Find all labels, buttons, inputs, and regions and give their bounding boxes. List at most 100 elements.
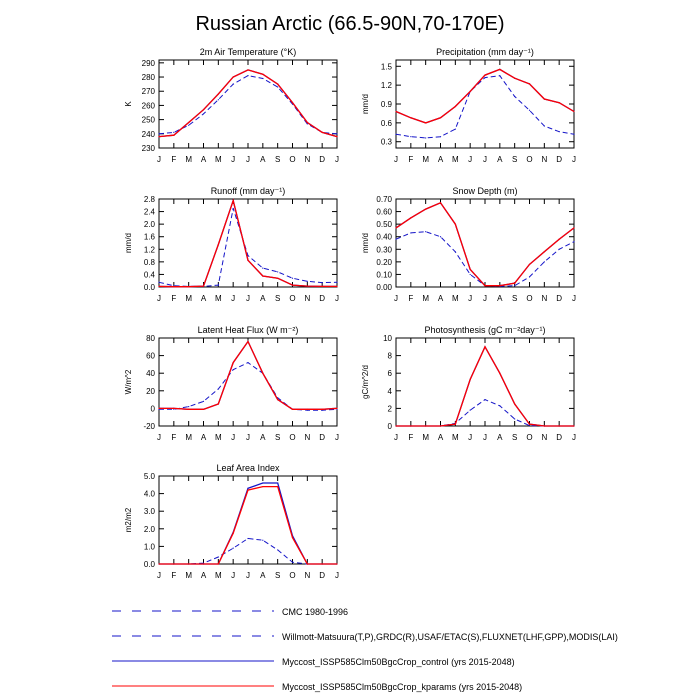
x-tick-label: J bbox=[157, 155, 161, 164]
data-point-kparams bbox=[173, 286, 175, 288]
y-tick-label: 2.0 bbox=[144, 220, 156, 229]
x-tick-label: A bbox=[201, 433, 207, 442]
y-tick-label: 5.0 bbox=[144, 472, 156, 481]
y-tick-label: 230 bbox=[142, 144, 156, 153]
data-point-kparams bbox=[573, 425, 575, 427]
data-point-kparams bbox=[158, 563, 160, 565]
y-tick-label: 0.0 bbox=[144, 560, 156, 569]
data-point-kparams bbox=[469, 378, 471, 380]
chart-panel-3: Runoff (mm day⁻¹) 0.0 0.4 0.8 1.2 1.6 2.0 2.4 2.… bbox=[124, 186, 339, 303]
x-tick-label: J bbox=[483, 433, 487, 442]
x-tick-label: F bbox=[408, 433, 413, 442]
data-point-kparams bbox=[277, 485, 279, 488]
y-tick-label: 6 bbox=[388, 369, 393, 378]
data-point-kparams bbox=[306, 563, 308, 565]
y-tick-label: 0.60 bbox=[376, 208, 392, 217]
x-tick-label: J bbox=[157, 571, 161, 580]
y-tick-label: 40 bbox=[146, 369, 155, 378]
legend-label: Myccost_ISSP585Clm50BgcCrop_kparams (yrs… bbox=[282, 682, 522, 692]
x-tick-label: N bbox=[304, 294, 310, 303]
data-point-obs bbox=[202, 400, 205, 402]
data-point-kparams bbox=[573, 227, 575, 229]
data-point-kparams bbox=[158, 136, 160, 138]
legend-label: CMC 1980-1996 bbox=[282, 607, 348, 617]
x-tick-label: D bbox=[556, 155, 562, 164]
data-point-obs bbox=[247, 537, 249, 540]
plot-frame bbox=[158, 59, 338, 149]
data-point-obs bbox=[410, 232, 412, 234]
y-tick-label: 260 bbox=[142, 101, 156, 110]
data-point-obs bbox=[173, 285, 175, 287]
x-tick-label: N bbox=[304, 155, 310, 164]
x-tick-label: D bbox=[556, 433, 562, 442]
y-tick-label: 2.4 bbox=[144, 208, 156, 217]
y-tick-label: 280 bbox=[142, 73, 156, 82]
data-point-kparams bbox=[514, 282, 516, 284]
x-tick-label: A bbox=[260, 433, 266, 442]
data-point-kparams bbox=[158, 407, 160, 409]
x-tick-label: A bbox=[438, 294, 444, 303]
x-tick-label: O bbox=[526, 433, 532, 442]
data-point-obs bbox=[158, 133, 160, 135]
x-tick-label: O bbox=[526, 155, 532, 164]
figure-title: Russian Arctic (66.5-90N,70-170E) bbox=[195, 13, 504, 35]
x-tick-label: S bbox=[512, 155, 517, 164]
x-tick-label: M bbox=[185, 571, 192, 580]
y-tick-label: 0.50 bbox=[376, 220, 392, 229]
data-point-kparams bbox=[425, 208, 427, 210]
chart-panels: 2m Air Temperature (°K)23024025026027028… bbox=[124, 47, 576, 580]
data-point-kparams bbox=[217, 403, 219, 405]
x-tick-label: J bbox=[335, 571, 339, 580]
y-tick-label: 0.20 bbox=[376, 258, 392, 267]
data-point-kparams bbox=[558, 102, 560, 104]
data-point-control bbox=[262, 482, 264, 484]
data-point-obs bbox=[217, 284, 219, 286]
data-point-obs bbox=[321, 282, 323, 284]
data-point-obs bbox=[188, 406, 190, 408]
data-point-obs bbox=[425, 137, 427, 139]
data-point-control bbox=[277, 482, 279, 484]
data-point-obs bbox=[247, 362, 249, 364]
data-point-obs bbox=[484, 77, 486, 79]
data-point-kparams bbox=[410, 117, 412, 119]
data-point-kparams bbox=[499, 68, 501, 71]
x-tick-label: F bbox=[408, 155, 413, 164]
data-point-kparams bbox=[188, 121, 190, 124]
series-line-kparams bbox=[395, 201, 575, 287]
data-point-kparams bbox=[188, 408, 190, 410]
x-tick-label: S bbox=[275, 155, 280, 164]
x-tick-label: S bbox=[512, 433, 517, 442]
x-tick-label: D bbox=[556, 294, 562, 303]
data-point-obs bbox=[558, 131, 560, 133]
data-point-kparams bbox=[469, 90, 471, 93]
data-point-kparams bbox=[484, 285, 486, 287]
x-tick-label: J bbox=[572, 155, 576, 164]
data-point-kparams bbox=[277, 83, 279, 85]
y-axis-label: mm/d bbox=[361, 233, 370, 253]
data-point-kparams bbox=[558, 425, 560, 427]
y-tick-label: 3.0 bbox=[144, 507, 156, 516]
x-tick-label: J bbox=[468, 433, 472, 442]
y-tick-label: 0.0 bbox=[144, 283, 156, 292]
data-point-obs bbox=[173, 131, 175, 133]
legend-entry-3: Myccost_ISSP585Clm50BgcCrop_control (yrs… bbox=[112, 657, 515, 667]
y-tick-label: 1.2 bbox=[381, 81, 393, 90]
x-tick-label: N bbox=[541, 294, 547, 303]
data-point-kparams bbox=[232, 199, 234, 202]
data-point-obs bbox=[232, 547, 234, 549]
y-tick-label: 0.40 bbox=[376, 233, 392, 242]
data-point-kparams bbox=[439, 117, 442, 119]
x-tick-label: N bbox=[304, 433, 310, 442]
x-tick-label: M bbox=[452, 155, 459, 164]
data-point-kparams bbox=[277, 277, 279, 279]
x-tick-label: J bbox=[335, 294, 339, 303]
data-point-kparams bbox=[425, 122, 427, 124]
x-tick-label: J bbox=[335, 155, 339, 164]
x-tick-label: D bbox=[319, 294, 325, 303]
data-point-kparams bbox=[217, 563, 219, 565]
x-tick-label: F bbox=[171, 294, 176, 303]
data-point-kparams bbox=[410, 425, 412, 427]
y-tick-label: 2.0 bbox=[144, 525, 156, 534]
data-point-obs bbox=[395, 238, 397, 240]
